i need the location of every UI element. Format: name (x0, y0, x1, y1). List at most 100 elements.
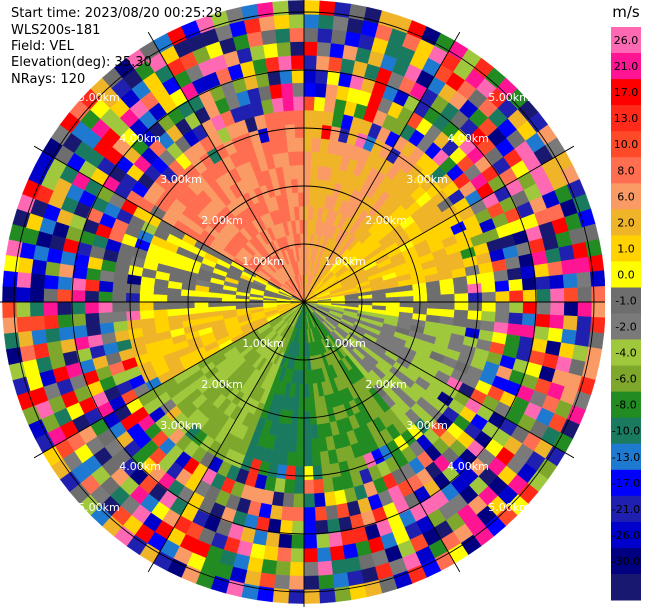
velocity-cell (84, 290, 99, 303)
velocity-cell (292, 493, 305, 508)
velocity-cell (558, 244, 576, 262)
velocity-cell (547, 261, 564, 277)
velocity-cell (372, 297, 387, 303)
velocity-cell (440, 293, 456, 303)
velocity-cell (303, 164, 312, 180)
velocity-cell (533, 263, 550, 278)
velocity-cell (493, 269, 509, 283)
velocity-cell (111, 301, 127, 313)
range-label: 5.00km (488, 91, 530, 104)
velocity-cell (153, 308, 168, 319)
azimuth-spoke (147, 301, 305, 573)
velocity-cell (311, 137, 322, 153)
velocity-cell (467, 310, 483, 321)
velocity-cell (293, 479, 305, 495)
azimuth-spoke (303, 31, 461, 303)
colorbar-swatch (611, 131, 641, 158)
colorbar-tick: 8.0 (617, 164, 635, 177)
velocity-cell (84, 278, 100, 292)
velocity-cell (46, 340, 63, 357)
range-label: 1.00km (242, 337, 284, 350)
velocity-cell (282, 96, 295, 112)
velocity-cell (60, 338, 77, 354)
colorbar-tick: 13.0 (614, 112, 639, 125)
velocity-cell (318, 574, 335, 590)
colorbar-swatch (611, 53, 641, 80)
velocity-cell (426, 287, 442, 296)
velocity-cell (166, 294, 182, 303)
velocity-cell (342, 543, 359, 560)
velocity-cell (399, 296, 414, 303)
velocity-cell (467, 283, 483, 294)
velocity-cell (289, 164, 298, 180)
velocity-cell (563, 301, 579, 317)
colorbar-swatch (611, 287, 641, 314)
velocity-cell (310, 438, 321, 453)
velocity-cell (316, 547, 332, 563)
velocity-cell (98, 290, 113, 303)
range-label: 3.00km (406, 419, 448, 432)
colorbar-tick: 10.0 (614, 138, 639, 151)
velocity-cell (70, 301, 86, 315)
velocity-cell (454, 301, 469, 311)
velocity-cell (58, 326, 75, 341)
velocity-cell (125, 310, 141, 321)
velocity-cell (313, 96, 326, 112)
velocity-cell (399, 301, 414, 308)
velocity-cell (303, 520, 317, 536)
velocity-cell (294, 123, 305, 138)
velocity-cell (125, 283, 141, 294)
velocity-cell (286, 451, 297, 467)
azimuth-spoke (303, 301, 461, 573)
velocity-cell (194, 301, 209, 308)
velocity-cell (31, 258, 47, 276)
velocity-cell (84, 312, 100, 326)
velocity-cell (561, 258, 577, 276)
velocity-cell (413, 295, 428, 303)
range-label: 5.00km (78, 91, 120, 104)
velocity-cell (303, 96, 316, 111)
colorbar-swatch (611, 443, 641, 471)
velocity-cell (303, 13, 320, 29)
velocity-cell (413, 301, 428, 309)
colorbar-swatch (611, 105, 641, 132)
velocity-cell (207, 301, 223, 308)
velocity-cell (276, 547, 292, 563)
velocity-cell (506, 267, 523, 281)
velocity-cell (303, 370, 309, 385)
range-label: 3.00km (160, 173, 202, 186)
velocity-cells (2, 0, 605, 604)
velocity-cell (112, 320, 129, 333)
velocity-cell (291, 68, 305, 84)
velocity-cell (549, 314, 565, 330)
velocity-cell (292, 507, 305, 522)
range-label: 3.00km (160, 419, 202, 432)
velocity-cell (453, 309, 469, 320)
velocity-cell (125, 301, 140, 312)
colorbar-swatch (611, 365, 641, 393)
velocity-cell (325, 504, 339, 521)
velocity-cell (303, 27, 319, 43)
velocity-cell (269, 83, 283, 100)
velocity-cell (166, 301, 182, 310)
colorbar-swatch (611, 313, 641, 340)
velocity-cell (300, 233, 305, 248)
velocity-cell (29, 273, 46, 289)
colorbar-tick: -13.0 (612, 451, 640, 464)
velocity-cell (323, 491, 337, 507)
velocity-cell (303, 82, 316, 97)
velocity-cell (298, 397, 305, 412)
colorbar-swatch (611, 574, 641, 601)
velocity-cell (494, 311, 510, 324)
velocity-cell (303, 438, 313, 454)
velocity-cell (289, 561, 305, 577)
velocity-cell (44, 261, 61, 277)
velocity-cell (249, 44, 266, 61)
velocity-cell (328, 531, 343, 548)
velocity-cell (287, 151, 298, 166)
colorbar-tick: -4.0 (615, 347, 636, 360)
colorbar-swatch (611, 79, 641, 106)
velocity-cell (522, 289, 538, 303)
velocity-cell (293, 109, 305, 125)
velocity-cell (282, 492, 295, 508)
